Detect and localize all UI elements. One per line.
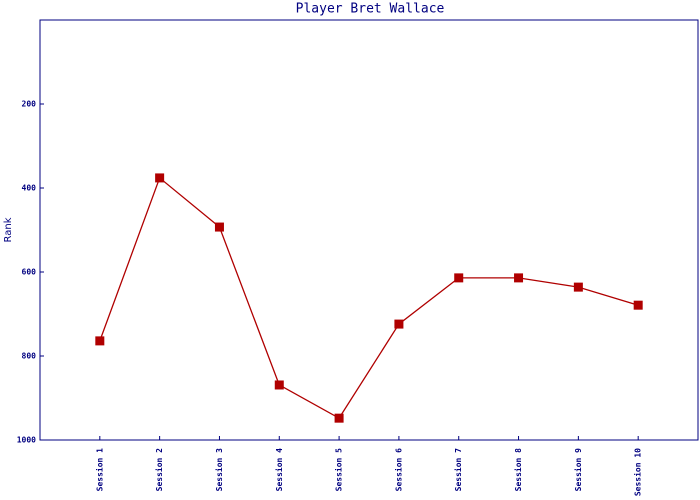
x-tick-label: Session 7 [453,448,463,492]
x-tick-label: Session 10 [633,448,643,496]
marker [573,282,583,292]
y-tick-label: 200 [22,100,37,109]
x-tick-label: Session 3 [214,448,224,492]
y-tick-label: 800 [22,352,37,361]
marker [274,380,284,390]
y-tick-label: 1000 [17,436,36,445]
marker [155,173,165,183]
y-axis-label: Rank [3,217,14,242]
marker [454,273,464,283]
x-tick-label: Session 8 [513,448,523,492]
marker [394,319,404,329]
marker [214,222,224,232]
x-tick-label: Session 2 [154,448,164,492]
x-tick-label: Session 6 [393,448,403,492]
y-tick-label: 600 [22,268,37,277]
marker [95,336,105,346]
marker [334,413,344,423]
x-tick-label: Session 5 [334,448,344,492]
y-tick-label: 400 [22,184,37,193]
marker [633,300,643,310]
x-tick-label: Session 4 [274,448,284,492]
marker [514,273,524,283]
series-line [99,176,639,420]
chart-title: Player Bret Wallace [296,2,445,17]
plot-frame [39,19,699,441]
x-tick-label: Session 9 [573,448,583,492]
x-tick-label: Session 1 [94,448,104,492]
